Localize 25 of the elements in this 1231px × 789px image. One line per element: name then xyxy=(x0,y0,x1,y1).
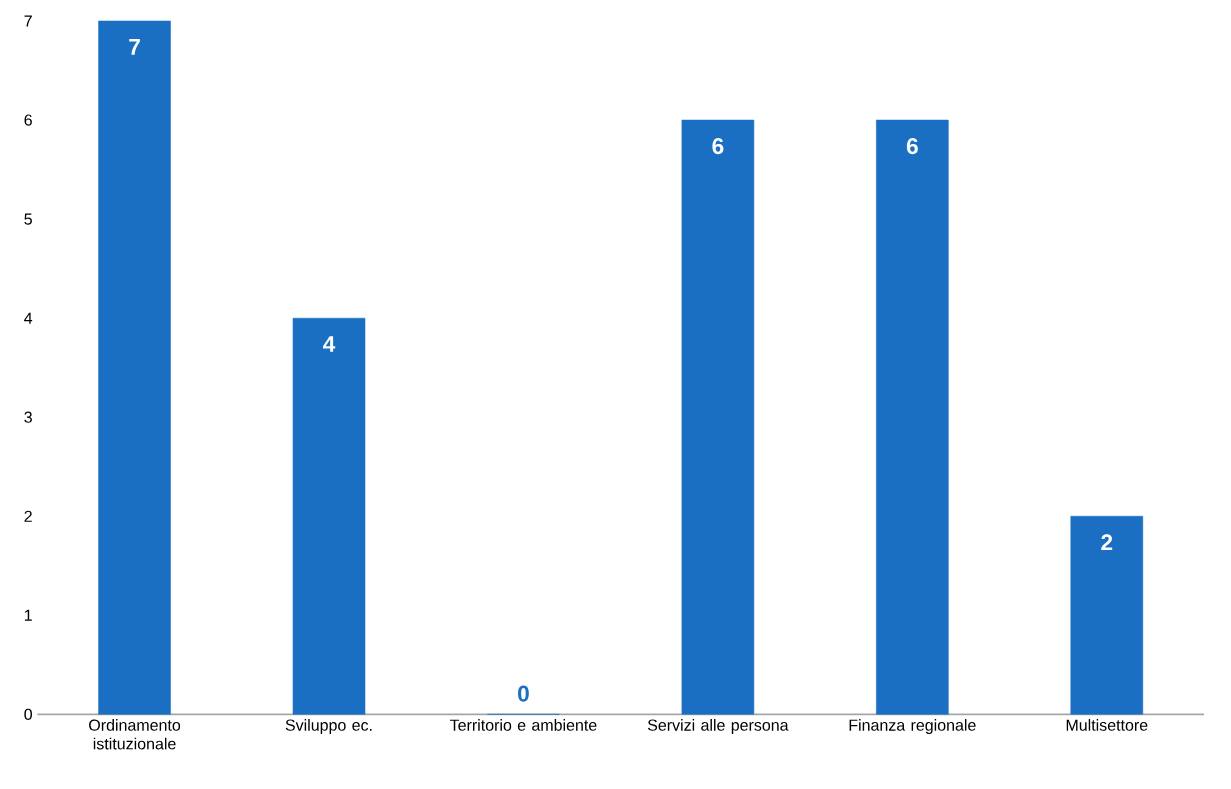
y-tick-label: 7 xyxy=(24,15,32,27)
data-label: 0 xyxy=(518,685,529,702)
x-tick-label: Sviluppo ec. xyxy=(285,719,372,734)
y-tick-label: 0 xyxy=(24,708,33,720)
data-label: 6 xyxy=(712,138,724,155)
bar xyxy=(98,20,171,715)
y-tick-label: 2 xyxy=(24,510,32,522)
bar xyxy=(292,317,366,715)
x-tick-label: Territorio e ambiente xyxy=(449,719,597,731)
bar xyxy=(681,119,755,715)
y-tick-label: 4 xyxy=(24,312,33,324)
data-label: 6 xyxy=(906,138,918,155)
x-tick-label: Servizi alle persona xyxy=(647,719,789,734)
bar xyxy=(1070,515,1144,715)
x-tick-label: Finanza regionale xyxy=(849,719,976,734)
bar xyxy=(876,119,949,715)
x-tick-label: Multisettore xyxy=(1066,719,1148,731)
y-tick-label: 5 xyxy=(24,213,32,225)
data-label: 7 xyxy=(129,39,140,55)
x-tick-label: Ordinamento istituzionale xyxy=(89,719,181,750)
y-tick-label: 1 xyxy=(24,609,32,621)
y-tick-label: 6 xyxy=(24,114,32,126)
data-label: 2 xyxy=(1101,534,1113,551)
y-tick-label: 3 xyxy=(24,411,32,423)
data-label: 4 xyxy=(323,336,336,352)
